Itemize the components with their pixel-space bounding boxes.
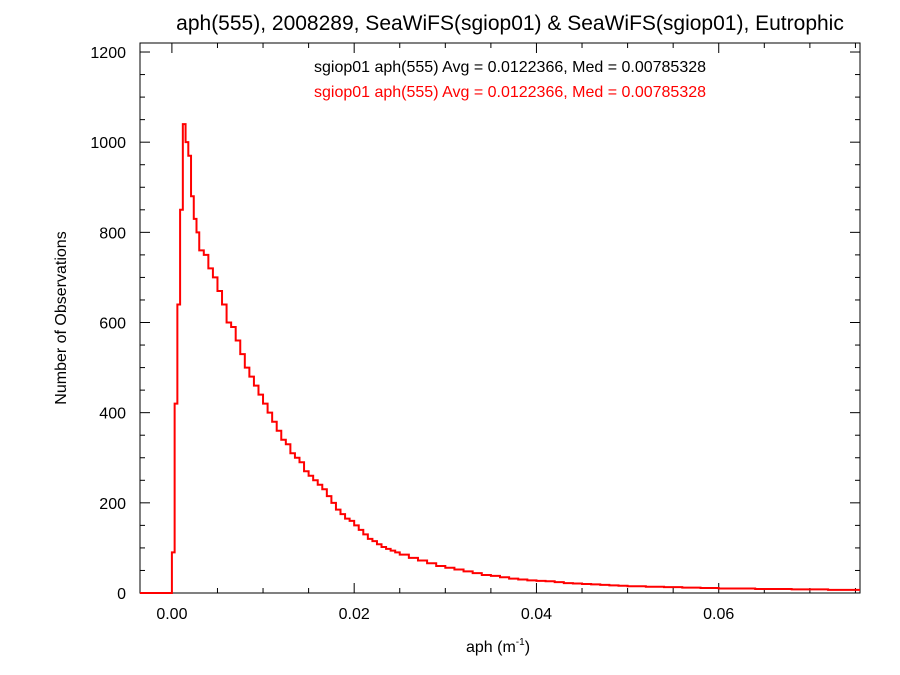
- y-tick-label: 200: [99, 496, 126, 513]
- x-tick-label: 0.06: [703, 606, 734, 623]
- y-axis-label: Number of Observations: [53, 231, 70, 404]
- chart-title: aph(555), 2008289, SeaWiFS(sgiop01) & Se…: [176, 12, 844, 35]
- y-tick-label: 400: [99, 406, 126, 423]
- x-tick-label: 0.04: [521, 606, 552, 623]
- legend-entry-red: sgiop01 aph(555) Avg = 0.0122366, Med = …: [314, 84, 706, 101]
- y-tick-label: 600: [99, 316, 126, 333]
- plot-frame: [139, 42, 861, 594]
- x-axis-label-close: ): [525, 639, 530, 656]
- y-tick-label: 1200: [90, 45, 126, 62]
- x-tick-label: 0.02: [339, 606, 370, 623]
- x-axis-label-superscript: -1: [516, 637, 525, 648]
- y-tick-label: 800: [99, 225, 126, 242]
- x-tick-label: 0.00: [156, 606, 187, 623]
- legend-entry-black: sgiop01 aph(555) Avg = 0.0122366, Med = …: [314, 59, 706, 76]
- x-axis-ticks: 0.00 0.02 0.04 0.06: [156, 43, 856, 623]
- series-line-aph555: [140, 123, 860, 594]
- x-axis-label: aph (m-1): [466, 637, 530, 656]
- y-tick-label: 0: [117, 586, 126, 603]
- y-axis-ticks: 0 200 400 600 800 1000 1200: [90, 45, 860, 603]
- x-axis-label-text: aph (m: [466, 639, 516, 656]
- y-tick-label: 1000: [90, 135, 126, 152]
